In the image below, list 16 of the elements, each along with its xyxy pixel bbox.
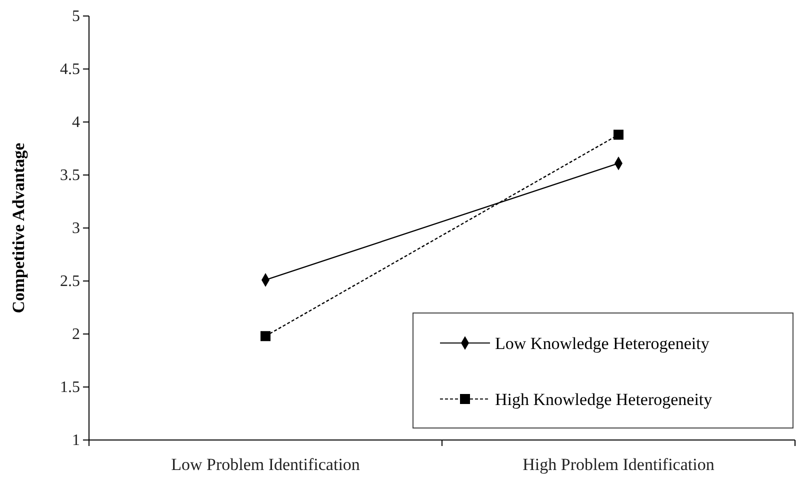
y-tick-label: 2 xyxy=(72,326,80,344)
point xyxy=(260,331,270,342)
y-tick-label: 1.5 xyxy=(60,379,80,396)
y-tick-label: 2.5 xyxy=(60,273,80,290)
y-tick-label: 3.5 xyxy=(60,167,80,184)
y-axis-title: Competitive Advantage xyxy=(9,142,28,314)
x-tick-label: High Problem Identification xyxy=(522,455,715,474)
y-tick-label: 5 xyxy=(72,8,80,26)
x-tick-label: Low Problem Identification xyxy=(171,455,360,474)
y-tick-label: 1 xyxy=(72,432,80,450)
legend-label: Low Knowledge Heterogeneity xyxy=(495,334,710,353)
legend-label: High Knowledge Heterogeneity xyxy=(495,390,713,409)
point xyxy=(614,130,624,140)
y-tick-label: 4 xyxy=(72,114,80,132)
y-tick-label: 3 xyxy=(72,220,80,238)
y-tick-label: 4.5 xyxy=(60,61,80,78)
